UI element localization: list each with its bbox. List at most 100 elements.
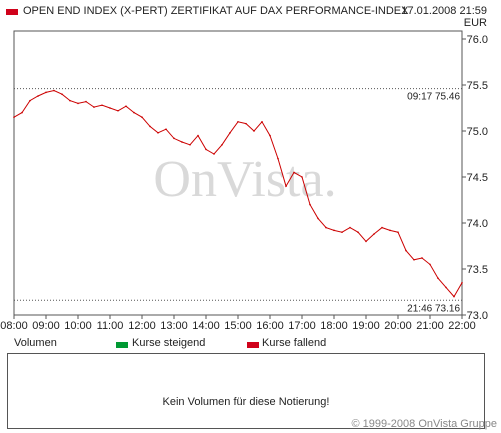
- data-point: [13, 116, 15, 118]
- data-point: [181, 141, 183, 143]
- data-point: [405, 249, 407, 252]
- data-point: [101, 104, 103, 107]
- data-point: [165, 128, 167, 130]
- x-tick-label: 21:00: [416, 320, 444, 332]
- data-point: [141, 116, 143, 118]
- price-points: [13, 89, 463, 298]
- x-tick-label: 10:00: [64, 320, 92, 332]
- x-tick-label: 17:00: [288, 320, 316, 332]
- y-tick-label: 75.5: [467, 80, 488, 92]
- data-point: [341, 231, 343, 233]
- onvista-watermark: OnVista.: [153, 151, 336, 208]
- copyright: © 1999-2008 OnVista Gruppe: [351, 418, 498, 430]
- data-point: [413, 259, 415, 261]
- data-point: [237, 121, 239, 123]
- data-point: [333, 229, 335, 232]
- data-point: [381, 226, 383, 229]
- y-axis: 73.0 73.5 74.0 74.5 75.0 75.5 76.0: [462, 34, 488, 322]
- data-point: [109, 107, 111, 109]
- x-tick-label: 20:00: [384, 320, 412, 332]
- series-swatch: [6, 9, 18, 15]
- data-point: [429, 263, 431, 266]
- data-point: [149, 125, 151, 128]
- data-point: [373, 233, 375, 235]
- data-point: [221, 144, 223, 146]
- data-point: [445, 286, 447, 289]
- data-point: [261, 121, 263, 123]
- x-tick-label: 19:00: [352, 320, 380, 332]
- data-point: [365, 240, 367, 243]
- x-tick-label: 15:00: [224, 320, 252, 332]
- data-point: [245, 122, 247, 125]
- y-tick-label: 74.0: [467, 218, 488, 230]
- legend-falling: Kurse fallend: [262, 337, 327, 349]
- data-point: [309, 203, 311, 206]
- data-point: [205, 148, 207, 151]
- data-point: [53, 89, 55, 92]
- x-tick-label: 16:00: [256, 320, 284, 332]
- data-point: [117, 109, 119, 112]
- data-point: [349, 226, 351, 229]
- data-point: [125, 105, 127, 107]
- data-point: [213, 153, 215, 155]
- data-point: [397, 231, 399, 233]
- data-point: [45, 91, 47, 94]
- data-point: [453, 295, 455, 298]
- reference-lines: 09:17 75.46 21:46 73.16: [14, 88, 462, 314]
- x-tick-label: 22:00: [448, 320, 476, 332]
- no-volume-message: Kein Volumen für diese Notierung!: [162, 396, 330, 408]
- data-point: [253, 130, 255, 132]
- x-axis: 08:00 09:00 10:00 11:00 12:00 13:00 14:00 15:00…: [0, 315, 476, 332]
- falling-swatch: [247, 342, 259, 348]
- y-tick-label: 75.0: [467, 126, 488, 138]
- data-point: [189, 144, 191, 146]
- reference-label: 21:46 73.16: [407, 303, 460, 314]
- data-point: [277, 157, 279, 160]
- data-point: [21, 111, 23, 114]
- x-tick-label: 14:00: [192, 320, 220, 332]
- legend-rising: Kurse steigend: [132, 337, 206, 349]
- data-point: [389, 229, 391, 232]
- chart-title: OPEN END INDEX (X-PERT) ZERTIFIKAT AUF D…: [23, 5, 409, 17]
- data-point: [69, 99, 71, 102]
- price-chart: OnVista. 73.0 73.5 74.0 74.5 75.0 75.5 76.0 08…: [0, 30, 488, 332]
- data-point: [157, 132, 159, 134]
- data-point: [37, 95, 39, 97]
- data-point: [325, 226, 327, 229]
- data-point: [421, 257, 423, 259]
- data-point: [29, 99, 31, 102]
- data-point: [133, 111, 135, 114]
- volume-label: Volumen: [14, 337, 57, 349]
- data-point: [85, 100, 87, 103]
- data-point: [301, 176, 303, 178]
- data-point: [437, 277, 439, 280]
- y-tick-label: 74.5: [467, 172, 488, 184]
- y-tick-label: 76.0: [467, 34, 488, 46]
- x-tick-label: 18:00: [320, 320, 348, 332]
- data-point: [173, 137, 175, 140]
- reference-label: 09:17 75.46: [407, 92, 460, 103]
- y-tick-label: 73.5: [467, 264, 488, 276]
- data-point: [461, 282, 463, 284]
- data-point: [285, 185, 287, 187]
- volume-box: Kein Volumen für diese Notierung!: [7, 353, 485, 429]
- data-point: [357, 231, 359, 233]
- volume-panel: Volumen Kurse steigend Kurse fallend Kei…: [0, 336, 501, 429]
- x-tick-label: 09:00: [32, 320, 60, 332]
- chart-header: OPEN END INDEX (X-PERT) ZERTIFIKAT AUF D…: [6, 5, 487, 29]
- x-tick-label: 12:00: [128, 320, 156, 332]
- x-tick-label: 08:00: [0, 320, 28, 332]
- y-tick-label: 73.0: [467, 310, 488, 322]
- chart-date-time: 17.01.2008 21:59: [401, 5, 487, 17]
- data-point: [269, 134, 271, 137]
- data-point: [77, 102, 79, 105]
- data-point: [293, 171, 295, 174]
- x-tick-label: 11:00: [97, 320, 124, 332]
- data-point: [229, 132, 231, 134]
- data-point: [93, 106, 95, 108]
- data-point: [197, 134, 199, 137]
- data-point: [61, 93, 63, 95]
- data-point: [317, 217, 319, 220]
- rising-swatch: [116, 342, 128, 348]
- currency-label: EUR: [463, 17, 487, 29]
